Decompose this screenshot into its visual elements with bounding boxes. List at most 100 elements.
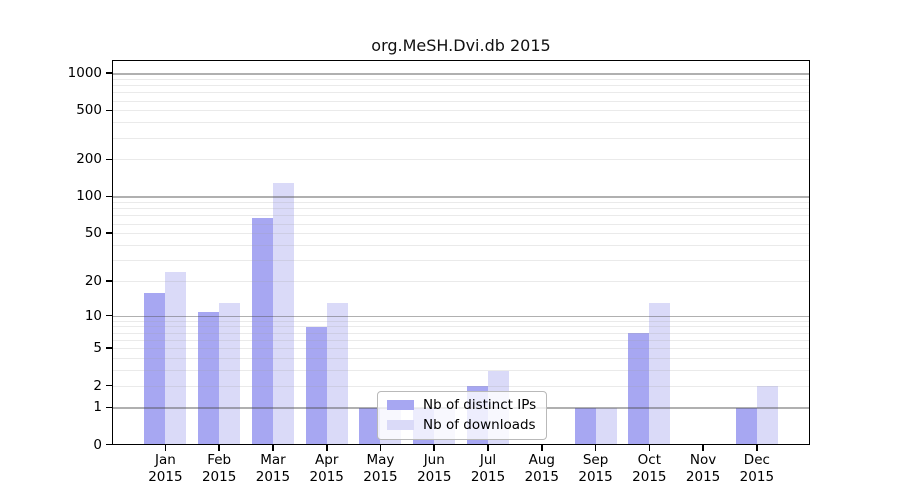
bar-distinct-ips bbox=[251, 218, 273, 444]
year-label: 2015 bbox=[363, 468, 398, 485]
year-label: 2015 bbox=[417, 468, 452, 485]
grid-line-minor bbox=[113, 100, 809, 102]
y-axis-tick bbox=[106, 195, 113, 198]
bar-downloads bbox=[595, 407, 617, 444]
chart-title: org.MeSH.Dvi.db 2015 bbox=[371, 36, 551, 55]
legend: Nb of distinct IPs Nb of downloads bbox=[377, 391, 548, 440]
y-axis-tick-label: 50 bbox=[84, 225, 102, 242]
x-axis-tick bbox=[325, 444, 328, 451]
legend-item-downloads: Nb of downloads bbox=[387, 417, 536, 433]
grid-line-minor bbox=[113, 385, 809, 387]
year-label: 2015 bbox=[632, 468, 667, 485]
grid-line-minor bbox=[113, 78, 809, 80]
plot-area: Nb of distinct IPs Nb of downloads bbox=[113, 61, 809, 444]
grid-line-major bbox=[113, 315, 809, 318]
y-axis-tick-label: 0 bbox=[93, 436, 102, 453]
grid-line-minor bbox=[113, 202, 809, 204]
x-axis-tick-label: Mar 2015 bbox=[243, 452, 303, 485]
x-axis-tick-label: May 2015 bbox=[350, 452, 410, 485]
x-axis-tick bbox=[433, 444, 436, 451]
year-label: 2015 bbox=[148, 468, 183, 485]
y-axis-tick bbox=[106, 443, 113, 446]
y-axis-tick bbox=[106, 384, 113, 387]
y-axis-tick bbox=[106, 109, 113, 112]
month-label: Jan bbox=[154, 452, 176, 468]
year-label: 2015 bbox=[685, 468, 721, 485]
y-axis-tick-label: 2 bbox=[93, 377, 102, 394]
bar-distinct-ips bbox=[735, 407, 757, 444]
gridlines-layer bbox=[113, 61, 809, 444]
x-axis-tick-label: Oct 2015 bbox=[619, 452, 679, 485]
month-label: Jun bbox=[423, 452, 445, 468]
bar-distinct-ips bbox=[198, 311, 220, 444]
grid-line-minor bbox=[113, 215, 809, 217]
bar-distinct-ips bbox=[305, 326, 327, 444]
month-label: Mar bbox=[260, 452, 286, 468]
grid-line-minor bbox=[113, 320, 809, 322]
grid-line-minor bbox=[113, 348, 809, 350]
x-axis-tick bbox=[756, 444, 758, 451]
grid-line-minor bbox=[113, 370, 809, 372]
legend-swatch-downloads bbox=[387, 420, 414, 430]
grid-line-minor bbox=[113, 85, 809, 87]
bar-distinct-ips bbox=[574, 407, 596, 444]
month-label: Aug bbox=[528, 452, 555, 468]
grid-line-minor bbox=[113, 332, 809, 334]
year-label: 2015 bbox=[201, 468, 237, 485]
bar-downloads bbox=[272, 182, 294, 444]
month-label: Nov bbox=[689, 452, 717, 468]
grid-line-minor bbox=[113, 233, 809, 235]
x-axis-tick bbox=[487, 444, 489, 451]
x-axis-tick-label: Aug 2015 bbox=[512, 452, 572, 485]
grid-line-minor bbox=[113, 122, 809, 124]
bar-downloads bbox=[219, 303, 241, 444]
legend-label-distinct-ips: Nb of distinct IPs bbox=[423, 397, 537, 413]
y-axis-tick-label: 1 bbox=[93, 399, 102, 416]
x-axis-tick-label: Dec 2015 bbox=[727, 452, 787, 485]
x-axis-tick bbox=[164, 444, 167, 451]
y-axis-tick-label: 1000 bbox=[67, 65, 102, 82]
grid-line-minor bbox=[113, 244, 809, 246]
bar-downloads bbox=[649, 303, 671, 444]
x-axis-tick-label: Jan 2015 bbox=[135, 452, 195, 485]
x-axis-tick bbox=[540, 444, 543, 451]
month-label: Dec bbox=[743, 452, 770, 468]
grid-line-minor bbox=[113, 280, 809, 282]
grid-line-minor bbox=[113, 326, 809, 328]
y-axis-tick bbox=[106, 280, 113, 282]
grid-line-minor bbox=[113, 208, 809, 210]
year-label: 2015 bbox=[470, 468, 506, 485]
bar-distinct-ips bbox=[144, 292, 166, 444]
x-axis-tick-label: Nov 2015 bbox=[673, 452, 733, 485]
grid-line-major bbox=[113, 73, 809, 75]
y-axis-tick bbox=[106, 158, 113, 161]
grid-line-minor bbox=[113, 92, 809, 94]
bar-distinct-ips bbox=[359, 407, 381, 444]
x-axis-tick-label: Feb 2015 bbox=[189, 452, 249, 485]
month-label: Oct bbox=[637, 452, 661, 468]
month-label: Apr bbox=[315, 452, 339, 468]
y-axis-tick bbox=[106, 406, 113, 409]
y-axis-tick bbox=[106, 347, 113, 350]
grid-line-minor bbox=[113, 339, 809, 341]
year-label: 2015 bbox=[739, 468, 775, 485]
x-axis-tick bbox=[218, 444, 220, 451]
year-label: 2015 bbox=[309, 468, 344, 485]
x-axis-tick bbox=[594, 444, 597, 451]
year-label: 2015 bbox=[524, 468, 559, 485]
grid-line-minor bbox=[113, 137, 809, 139]
bar-downloads bbox=[326, 303, 348, 444]
y-axis-tick-label: 200 bbox=[76, 151, 102, 168]
y-axis-tick bbox=[106, 72, 113, 74]
grid-line-major bbox=[113, 196, 809, 198]
y-axis-tick-label: 20 bbox=[84, 272, 102, 289]
x-axis-tick-label: Sep 2015 bbox=[566, 452, 626, 485]
y-axis-tick-label: 10 bbox=[84, 307, 102, 324]
month-label: Feb bbox=[207, 452, 232, 468]
legend-item-distinct-ips: Nb of distinct IPs bbox=[387, 397, 536, 413]
month-label: May bbox=[366, 452, 395, 468]
grid-line-minor bbox=[113, 223, 809, 225]
year-label: 2015 bbox=[578, 468, 613, 485]
grid-line-minor bbox=[113, 259, 809, 261]
